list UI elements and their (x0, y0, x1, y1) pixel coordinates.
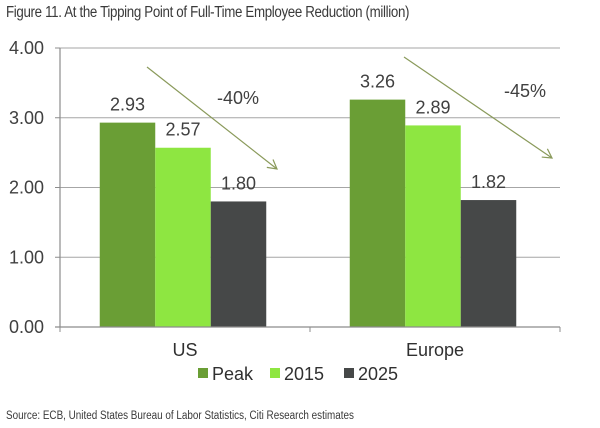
category-label-us: US (172, 340, 197, 360)
bar-2015-us (155, 147, 211, 327)
bar-2025-us (210, 201, 267, 327)
data-label: 2.89 (415, 97, 450, 117)
bar-peak-us (99, 122, 156, 327)
data-label: 2.93 (110, 95, 145, 115)
legend-swatch-2015 (270, 368, 280, 378)
bar-2015-europe (405, 125, 461, 327)
y-tick-label: 1.00 (9, 247, 44, 267)
legend-swatch-2025 (344, 368, 354, 378)
chart-title: Figure 11. At the Tipping Point of Full-… (6, 4, 410, 21)
bar-peak-europe (349, 99, 406, 328)
y-tick-label: 4.00 (9, 38, 44, 58)
legend-label-2015: 2015 (284, 364, 324, 384)
trend-arrow-europe (403, 56, 554, 159)
y-tick-label: 3.00 (9, 108, 44, 128)
category-label-europe: Europe (406, 340, 464, 360)
data-label: 3.26 (360, 72, 395, 92)
source-note: Source: ECB, United States Bureau of Lab… (6, 410, 354, 422)
bar-2025-europe (460, 200, 517, 327)
trend-arrow-us (146, 66, 278, 170)
legend-label-peak: Peak (212, 364, 254, 384)
legend-swatch-peak (198, 368, 208, 378)
data-label: 2.57 (165, 120, 200, 140)
legend-label-2025: 2025 (358, 364, 398, 384)
data-label: 1.82 (471, 172, 506, 192)
change-annotation-europe: -45% (504, 81, 546, 101)
data-label: 1.80 (221, 173, 256, 193)
y-tick-label: 0.00 (9, 317, 44, 337)
change-annotation-us: -40% (217, 88, 259, 108)
y-tick-label: 2.00 (9, 178, 44, 198)
